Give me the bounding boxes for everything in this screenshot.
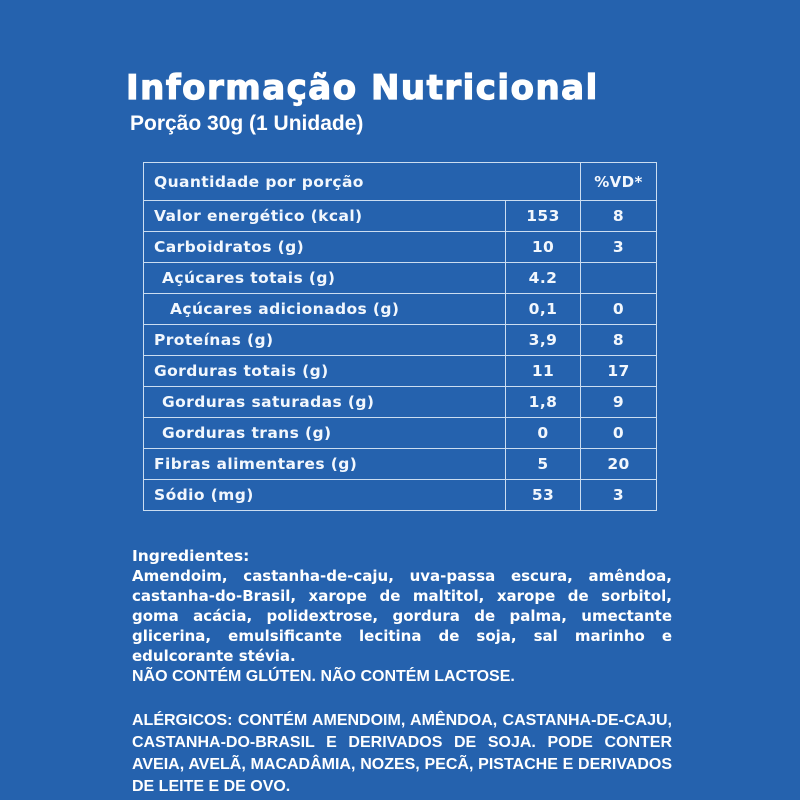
nutrient-label: Valor energético (kcal) <box>143 200 506 232</box>
label-text-block: Ingredientes: Amendoim, castanha-de-caju… <box>132 546 672 798</box>
nutrient-dv: 20 <box>580 448 658 480</box>
nutrient-amount: 5 <box>504 448 582 480</box>
nutrient-label: Açúcares adicionados (g) <box>143 293 506 325</box>
table-row-added-sugars: Açúcares adicionados (g) 0,1 0 <box>143 293 658 325</box>
ingredients-title: Ingredientes: <box>132 547 250 565</box>
nutrient-amount: 10 <box>504 231 582 263</box>
allergen-statement: ALÉRGICOS: CONTÉM AMENDOIM, AMÊNDOA, CAS… <box>132 712 672 795</box>
nutrient-dv: 0 <box>580 293 658 325</box>
page-title: Informação Nutricional <box>125 67 599 108</box>
nutrient-amount: 4.2 <box>504 262 582 294</box>
nutrient-dv: 8 <box>580 324 658 356</box>
nutrient-label: Gorduras saturadas (g) <box>143 386 506 418</box>
table-row-total-fat: Gorduras totais (g) 11 17 <box>143 355 658 387</box>
nutrient-amount: 1,8 <box>504 386 582 418</box>
nutrient-amount: 3,9 <box>504 324 582 356</box>
nutrient-dv: 0 <box>580 417 658 449</box>
nutrient-amount: 153 <box>504 200 582 232</box>
nutrient-dv <box>580 262 658 294</box>
nutrient-label: Fibras alimentares (g) <box>143 448 506 480</box>
table-header-quantity: Quantidade por porção <box>142 162 582 201</box>
nutrient-label: Sódio (mg) <box>143 479 506 511</box>
serving-size: Porção 30g (1 Unidade) <box>130 112 364 135</box>
nutrient-label: Gorduras trans (g) <box>143 417 506 449</box>
nutrient-label: Carboidratos (g) <box>143 231 506 263</box>
nutrient-dv: 8 <box>580 200 658 232</box>
ingredients-body: Amendoim, castanha-de-caju, uva-passa es… <box>132 567 672 665</box>
nutrient-label: Gorduras totais (g) <box>143 355 506 387</box>
table-row-protein: Proteínas (g) 3,9 8 <box>143 324 658 356</box>
nutrient-amount: 11 <box>504 355 582 387</box>
nutrient-amount: 53 <box>504 479 582 511</box>
nutrient-label: Açúcares totais (g) <box>143 262 506 294</box>
table-header-row: Quantidade por porção %VD* <box>142 162 658 201</box>
nutrient-dv: 3 <box>580 479 658 511</box>
nutrient-dv: 17 <box>580 355 658 387</box>
nutrient-amount: 0 <box>504 417 582 449</box>
nutrient-label: Proteínas (g) <box>143 324 506 356</box>
nutrient-amount: 0,1 <box>504 293 582 325</box>
table-row-sodium: Sódio (mg) 53 3 <box>143 479 658 511</box>
table-row-total-sugars: Açúcares totais (g) 4.2 <box>143 262 658 294</box>
nutrient-dv: 9 <box>580 386 658 418</box>
table-row-trans-fat: Gorduras trans (g) 0 0 <box>143 417 658 449</box>
dietary-claims: NÃO CONTÉM GLÚTEN. NÃO CONTÉM LACTOSE. <box>132 668 515 685</box>
table-row-carbs: Carboidratos (g) 10 3 <box>143 231 658 263</box>
table-row-fiber: Fibras alimentares (g) 5 20 <box>143 448 658 480</box>
table-row-saturated-fat: Gorduras saturadas (g) 1,8 9 <box>143 386 658 418</box>
table-header-dv: %VD* <box>580 162 658 201</box>
table-row-energy: Valor energético (kcal) 153 8 <box>143 200 658 232</box>
nutrition-table: Quantidade por porção %VD* Valor energét… <box>142 162 658 511</box>
nutrient-dv: 3 <box>580 231 658 263</box>
